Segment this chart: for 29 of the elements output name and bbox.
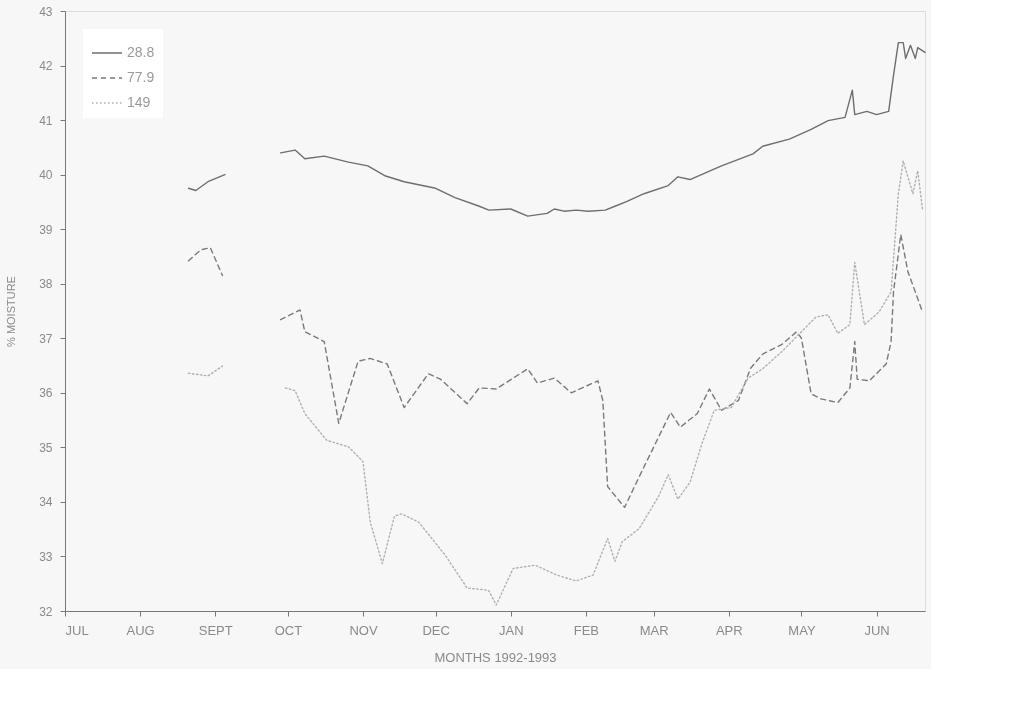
y-tick-label: 43 [39,4,53,19]
x-tick-label: JAN [498,622,524,638]
y-tick-label: 37 [39,331,53,346]
x-tick-label: APR [715,622,743,638]
y-tick-label: 38 [39,277,53,292]
y-tick-label: 39 [39,222,53,237]
legend-label: 149 [127,94,151,110]
y-tick-label: 33 [39,549,53,564]
y-tick-label: 41 [39,113,53,128]
legend-label: 77.9 [127,69,155,85]
x-tick-label: SEPT [198,622,233,638]
y-tick-label: 40 [39,168,53,183]
x-tick-label: AUG [126,622,155,638]
legend-label: 28.8 [127,44,155,60]
x-tick-label: DEC [422,622,450,638]
x-tick-label: JUL [65,622,89,638]
x-tick-label: OCT [274,622,303,638]
y-tick-label: 32 [39,604,53,619]
x-axis-title: MONTHS 1992-1993 [434,649,557,665]
x-tick-label: MAR [639,622,669,638]
x-tick-label: JUN [864,622,890,638]
x-tick-label: NOV [349,622,378,638]
y-tick-label: 34 [39,495,53,510]
y-tick-label: 36 [39,386,53,401]
y-tick-label: 42 [39,59,53,74]
y-tick-label: 35 [39,440,53,455]
x-tick-label: FEB [573,622,599,638]
x-tick-label: MAY [788,622,816,638]
y-axis-title: % MOISTURE [5,276,18,347]
